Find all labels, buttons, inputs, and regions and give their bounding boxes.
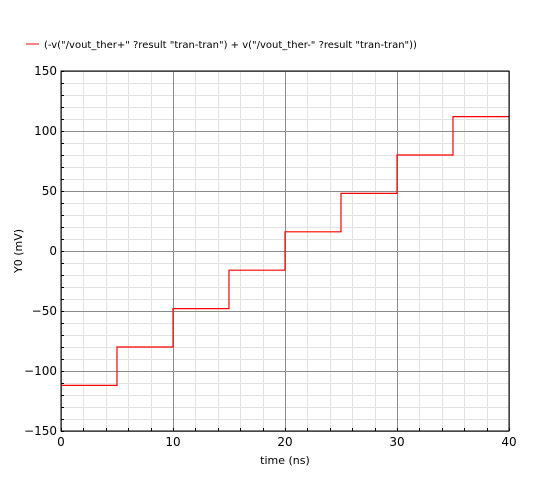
x-tick-label: 40 — [501, 435, 516, 449]
x-tick-label: 0 — [57, 435, 65, 449]
x-tick-label: 20 — [277, 435, 292, 449]
y-tick-label: −50 — [32, 304, 57, 318]
y-tick-label: −150 — [24, 424, 57, 438]
y-tick-label: 0 — [49, 244, 57, 258]
x-tick-label: 10 — [165, 435, 180, 449]
x-tick-labels: 0 10 20 30 40 — [57, 435, 516, 449]
plot-border — [60, 70, 510, 432]
y-tick-label: −100 — [24, 364, 57, 378]
y-tick-label: 100 — [34, 124, 57, 138]
y-tick-label: 150 — [34, 64, 57, 78]
legend-label: (-v("/vout_ther+" ?result "tran-tran") +… — [44, 40, 417, 51]
x-tick-label: 30 — [389, 435, 404, 449]
series-layer — [61, 116, 509, 386]
x-axis-title: time (ns) — [260, 454, 310, 467]
series-line — [61, 116, 509, 386]
y-axis-title: Y0 (mV) — [12, 229, 25, 274]
y-tick-label: 50 — [42, 184, 57, 198]
y-tick-labels: −150 −100 −50 0 50 100 150 — [24, 64, 57, 438]
legend: (-v("/vout_ther+" ?result "tran-tran") +… — [26, 40, 417, 51]
